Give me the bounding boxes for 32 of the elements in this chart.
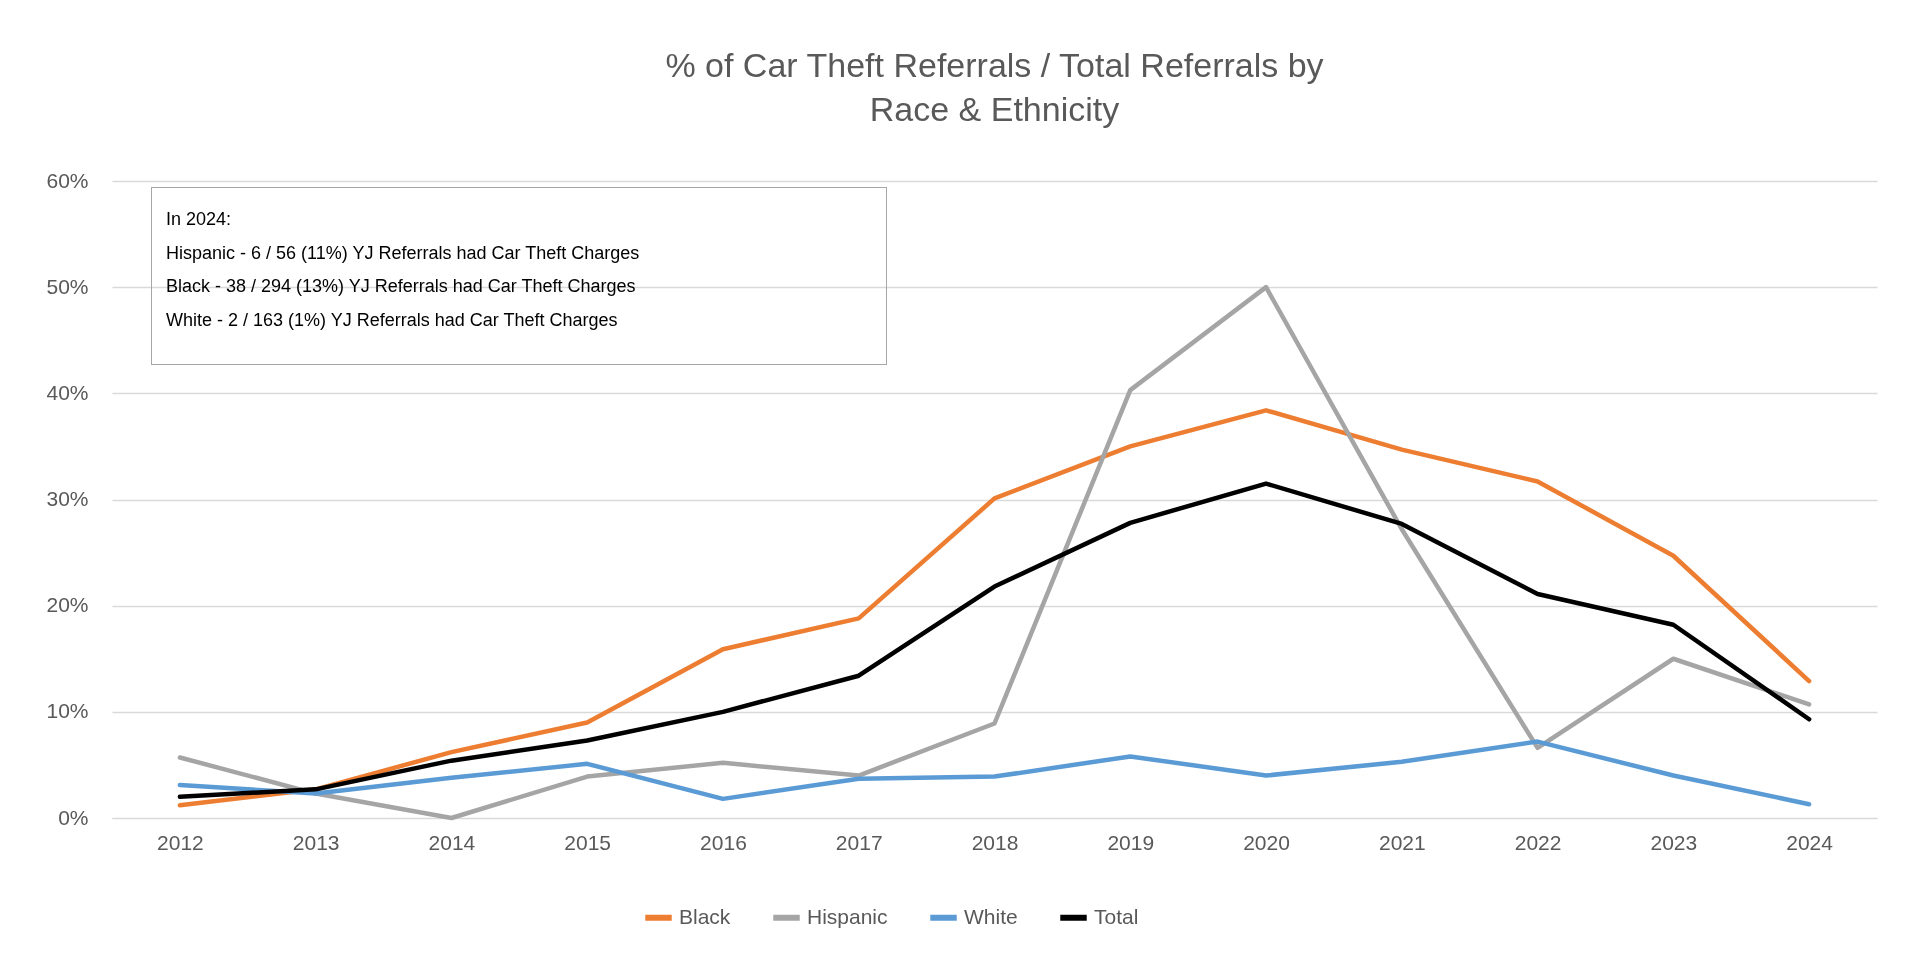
- x-tick-label: 2012: [157, 830, 204, 854]
- y-tick-label: 40%: [46, 380, 89, 404]
- x-tick-label: 2014: [428, 830, 476, 854]
- y-tick-label: 20%: [46, 593, 89, 617]
- y-tick-label: 50%: [46, 274, 89, 298]
- x-tick-label: 2016: [700, 830, 747, 854]
- x-tick-label: 2020: [1243, 830, 1290, 854]
- line-series: [177, 481, 1812, 800]
- y-tick-label: 30%: [46, 487, 89, 510]
- legend-label: Hispanic: [807, 904, 888, 928]
- line-series: [177, 408, 1812, 808]
- x-tick-label: 2019: [1107, 830, 1155, 854]
- y-tick-label: 0%: [58, 805, 89, 829]
- legend-label: White: [964, 904, 1018, 928]
- x-tick-label: 2018: [971, 830, 1019, 854]
- legend-label: Total: [1094, 904, 1139, 928]
- annotation: Hispanic - 6 / 56 (11%) YJ Referrals had Car Theft Charges: [166, 242, 640, 263]
- x-tick-label: 2022: [1514, 830, 1562, 854]
- x-tick-label: 2023: [1650, 830, 1698, 854]
- annotation: Black - 38 / 294 (13%) YJ Referrals had Car Theft Charges: [166, 276, 636, 296]
- x-tick-label: 2024: [1786, 830, 1834, 854]
- legend-label: Black: [679, 904, 731, 928]
- x-tick-label: 2013: [292, 830, 340, 854]
- annotation: In 2024:: [166, 209, 232, 229]
- y-tick-label: 10%: [46, 699, 89, 723]
- chart-title: % of Car Theft Referrals / Total Referrals by Race & Ethnicity: [665, 46, 1324, 128]
- x-tick-label: 2017: [835, 830, 883, 854]
- x-tick-label: 2021: [1378, 830, 1426, 854]
- line-series: [177, 739, 1812, 807]
- x-tick-label: 2015: [564, 830, 612, 854]
- annotation: White - 2 / 163 (1%) YJ Referrals had Car Theft Charges: [166, 309, 618, 330]
- y-tick-label: 60%: [46, 168, 89, 192]
